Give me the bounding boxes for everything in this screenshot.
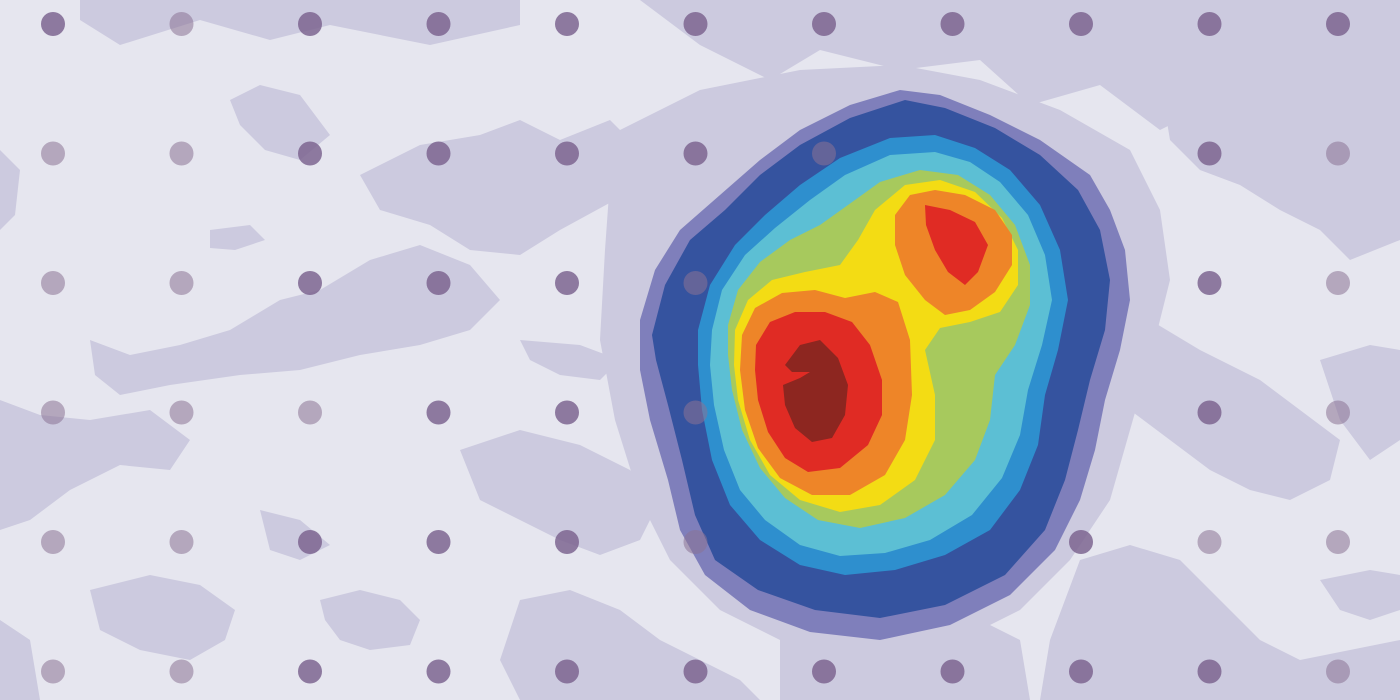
sensor-dot	[1197, 659, 1222, 684]
sensor-dot	[812, 12, 836, 36]
sensor-dot	[555, 12, 579, 36]
sensor-dot	[1069, 12, 1093, 36]
sensor-dot	[555, 141, 579, 166]
noise-blob	[0, 150, 20, 230]
sensor-dot	[298, 400, 322, 425]
noise-blob	[520, 340, 620, 380]
noise-blob	[210, 225, 265, 250]
sensor-dot	[41, 12, 65, 36]
sensor-dot	[298, 530, 322, 554]
sensor-dot	[1197, 400, 1222, 425]
sensor-dot	[1069, 530, 1093, 554]
noise-blob	[90, 245, 500, 395]
sensor-dot	[683, 400, 708, 425]
sensor-dot	[1197, 271, 1222, 295]
sensor-dot	[683, 271, 708, 295]
sensor-dot	[1326, 659, 1350, 684]
sensor-dot	[169, 271, 194, 295]
sensor-dot	[169, 141, 194, 166]
sensor-dot	[426, 141, 451, 166]
noise-blob	[1160, 60, 1400, 260]
sensor-dot	[298, 141, 322, 166]
noise-blob	[320, 590, 420, 650]
sensor-dot	[1197, 141, 1222, 166]
sensor-dot	[555, 530, 579, 554]
sensor-dot	[426, 400, 451, 425]
sensor-dot	[940, 659, 965, 684]
noise-blob	[1040, 545, 1400, 700]
sensor-dot	[169, 12, 194, 36]
noise-blob	[0, 400, 190, 530]
sensor-dot	[812, 141, 836, 166]
sensor-dot	[426, 659, 451, 684]
noise-blob	[90, 575, 235, 660]
sensor-dot	[940, 12, 965, 36]
sensor-dot	[1197, 530, 1222, 554]
sensor-dot	[555, 659, 579, 684]
sensor-dot	[683, 141, 708, 166]
sensor-dot	[683, 530, 708, 554]
sensor-dot	[1326, 12, 1350, 36]
sensor-dot	[1197, 12, 1222, 36]
sensor-dot	[1326, 271, 1350, 295]
sensor-dot	[41, 141, 65, 166]
noise-blob	[1100, 300, 1340, 500]
sensor-dot	[298, 659, 322, 684]
noise-blob	[460, 430, 660, 555]
sensor-dot	[683, 659, 708, 684]
sensor-dot	[1326, 400, 1350, 425]
sensor-dot	[812, 659, 836, 684]
sensor-dot	[555, 400, 579, 425]
sensor-dot	[426, 12, 451, 36]
sensor-dot	[169, 530, 194, 554]
noise-blob	[1320, 345, 1400, 460]
sensor-dot	[298, 271, 322, 295]
sensor-dot	[555, 271, 579, 295]
contour-level-10-core	[783, 340, 848, 442]
sensor-dot	[169, 400, 194, 425]
sensor-dot	[1326, 141, 1350, 166]
sensor-dot	[41, 271, 65, 295]
sensor-dot	[41, 400, 65, 425]
sensor-dot	[683, 12, 708, 36]
noise-blob	[1320, 570, 1400, 620]
sensor-dot	[298, 12, 322, 36]
contour-level-9-right	[925, 205, 988, 285]
sensor-dot	[41, 659, 65, 684]
sensor-dot	[169, 659, 194, 684]
sensor-dot	[426, 271, 451, 295]
sensor-dot	[41, 530, 65, 554]
sensor-dot	[1069, 659, 1093, 684]
noise-blob	[230, 85, 330, 160]
sensor-dot-grid	[41, 12, 1350, 684]
sensor-dot	[426, 530, 451, 554]
noise-blob	[0, 620, 40, 700]
sensor-dot	[1326, 530, 1350, 554]
